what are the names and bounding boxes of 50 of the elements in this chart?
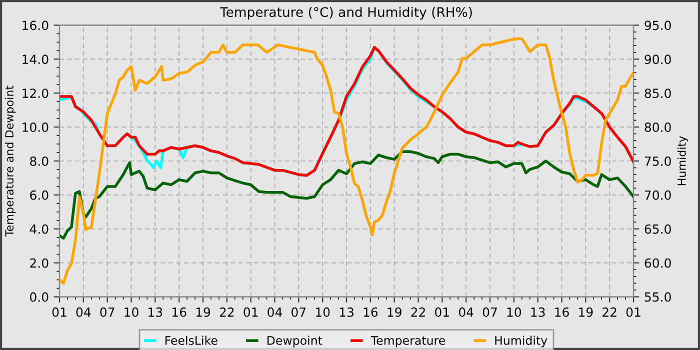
x-tick-label: 13 <box>531 307 545 317</box>
x-tick-label: 13 <box>148 307 162 317</box>
legend-label: Humidity <box>495 336 548 348</box>
y2-tick-label: 85.0 <box>644 88 671 98</box>
x-tick-label: 07 <box>100 307 114 317</box>
y2-tick-label: 80.0 <box>644 122 671 132</box>
x-tick-label: 01 <box>435 307 449 317</box>
y2-tick-label: 90.0 <box>644 54 671 64</box>
y-tick-label: 16.0 <box>22 20 48 30</box>
x-tick-label: 13 <box>340 307 354 317</box>
y-tick-label: 4.0 <box>30 224 48 234</box>
x-tick-label: 07 <box>482 307 497 317</box>
x-tick-label: 01 <box>52 307 66 317</box>
y2-axis-title: Humidity <box>677 136 688 186</box>
x-tick-label: 01 <box>244 307 258 317</box>
y2-tick-label: 95.0 <box>644 20 671 30</box>
x-tick-label: 19 <box>196 307 210 317</box>
y2-tick-label: 75.0 <box>644 156 671 166</box>
x-tick-label: 22 <box>220 307 234 317</box>
y-tick-label: 10.0 <box>22 122 48 132</box>
legend-label: Dewpoint <box>268 336 322 348</box>
y-axis-title: Temperature and Dewpoint <box>4 86 16 237</box>
x-tick-label: 16 <box>555 307 569 317</box>
x-tick-label: 04 <box>458 307 474 317</box>
legend-label: FeelsLike <box>165 336 218 345</box>
y-tick-label: 12.0 <box>22 88 48 98</box>
x-tick-label: 22 <box>411 307 425 317</box>
y2-tick-label: 65.0 <box>644 224 671 234</box>
x-tick-label: 04 <box>268 307 282 317</box>
y-tick-label: 2.0 <box>30 258 48 268</box>
y2-tick-label: 70.0 <box>644 190 671 200</box>
x-tick-label: 07 <box>292 307 306 317</box>
y2-tick-label: 60.0 <box>644 258 671 268</box>
x-tick-label: 16 <box>364 307 378 317</box>
y2-tick-label: 55.0 <box>644 292 671 302</box>
y-tick-label: 8.0 <box>30 156 48 166</box>
x-tick-label: 01 <box>626 307 640 317</box>
x-tick-label: 19 <box>579 307 593 317</box>
x-tick-label: 19 <box>388 307 402 317</box>
x-tick-label: 10 <box>507 307 522 317</box>
y-tick-label: 6.0 <box>30 190 48 200</box>
x-tick-label: 16 <box>172 307 186 317</box>
x-tick-label: 22 <box>602 307 616 317</box>
y-tick-label: 0.0 <box>30 292 48 302</box>
legend-label: Temperature <box>370 336 446 348</box>
x-tick-label: 10 <box>316 307 330 317</box>
x-tick-label: 10 <box>124 307 138 317</box>
y-tick-label: 14.0 <box>22 54 48 64</box>
x-tick-label: 04 <box>76 307 91 317</box>
chart-title: Temperature (°C) and Humidity (RH%) <box>220 6 472 20</box>
